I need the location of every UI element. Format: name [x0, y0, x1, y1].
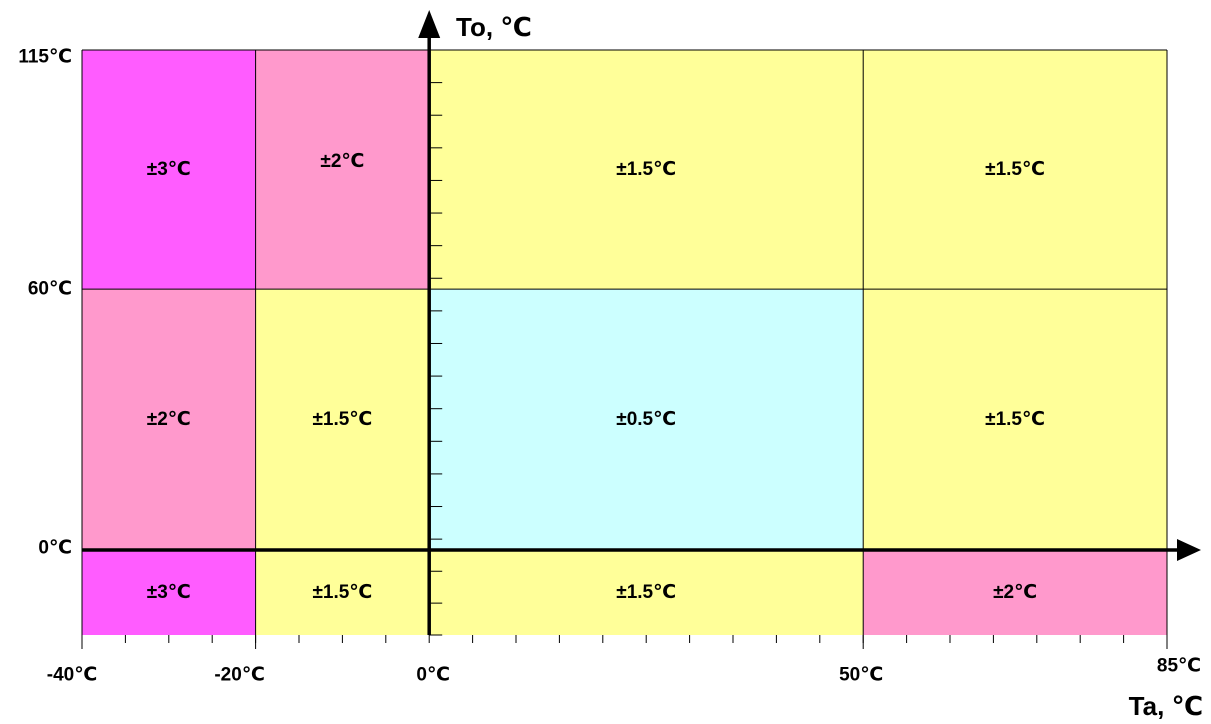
- cell-11: [863, 550, 1167, 635]
- cell-10: [429, 550, 864, 635]
- x-tick-label: -40℃: [47, 665, 97, 686]
- cell-9: [255, 550, 430, 635]
- cell-label: ±1.5℃: [616, 159, 676, 180]
- labels-layer: ±3℃ ±2℃ ±1.5℃ ±1.5℃ ±2℃ ±1.5℃ ±0.5℃ ±1.5℃ ±3℃ ±1.…: [18, 12, 1203, 721]
- cell-label: ±1.5℃: [985, 159, 1045, 180]
- cell-label: ±1.5℃: [616, 582, 676, 603]
- cell-label: ±1.5℃: [985, 409, 1045, 430]
- cell-label: ±0.5℃: [616, 409, 676, 430]
- cell-8: [82, 550, 256, 635]
- cell-label: ±2℃: [993, 582, 1037, 603]
- cell-label: ±3℃: [147, 159, 191, 180]
- x-axis-arrow: [1177, 539, 1201, 561]
- grid-layer: [81, 49, 1168, 635]
- x-axis-title: Ta, ℃: [1129, 691, 1203, 721]
- x-tick-label: 0℃: [416, 665, 450, 686]
- cell-label: ±2℃: [320, 151, 364, 172]
- cell-label: ±1.5℃: [312, 582, 372, 603]
- cell-label: ±1.5℃: [312, 409, 372, 430]
- y-axis-arrow: [418, 10, 441, 38]
- cell-7: [863, 289, 1167, 550]
- y-tick-label: 60℃: [28, 279, 72, 300]
- x-tick-label: -20℃: [214, 665, 264, 686]
- axes-layer: [81, 10, 1201, 649]
- cell-1: [255, 50, 430, 290]
- cell-3: [863, 50, 1167, 290]
- cell-5: [255, 289, 430, 550]
- cell-0: [82, 50, 256, 290]
- cells-layer: [82, 50, 1167, 635]
- x-tick-label: 85℃: [1157, 656, 1201, 677]
- cell-6: [429, 289, 864, 550]
- cell-2: [429, 50, 864, 290]
- y-tick-label: 115℃: [18, 47, 72, 68]
- cell-4: [82, 289, 256, 550]
- cell-label: ±3℃: [147, 582, 191, 603]
- x-tick-label: 50℃: [839, 665, 883, 686]
- cell-label: ±2℃: [147, 409, 191, 430]
- y-tick-label: 0℃: [38, 538, 72, 559]
- y-axis-title: To, ℃: [456, 12, 532, 42]
